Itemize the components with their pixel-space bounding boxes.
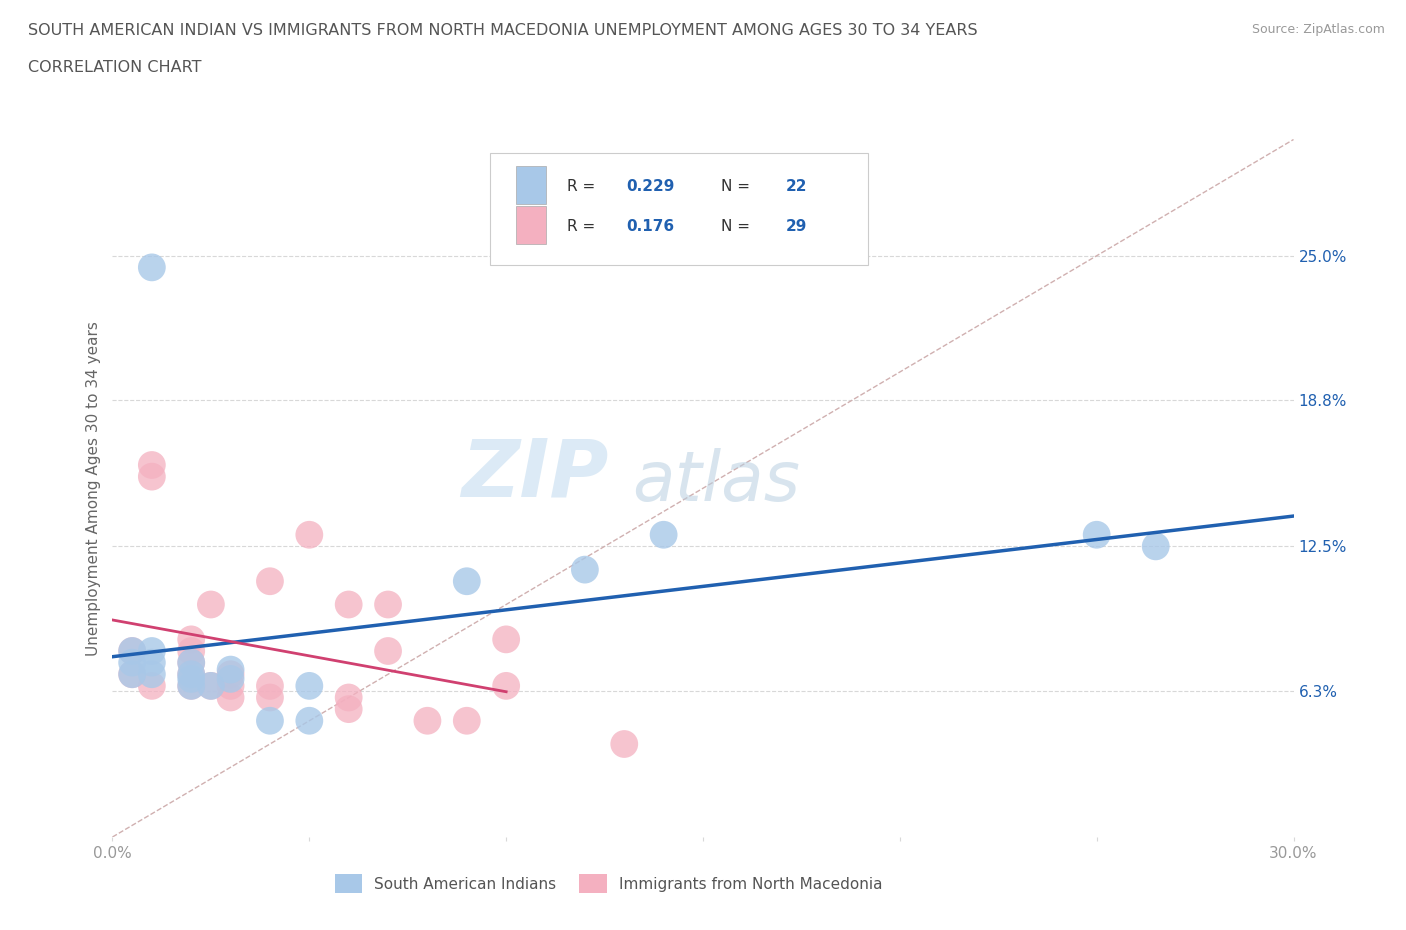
- Point: [219, 690, 242, 705]
- Point: [495, 632, 517, 647]
- Point: [141, 469, 163, 484]
- Point: [121, 655, 143, 670]
- Point: [141, 667, 163, 682]
- Point: [613, 737, 636, 751]
- Text: R =: R =: [567, 219, 595, 234]
- Text: R =: R =: [567, 179, 595, 194]
- Text: 0.176: 0.176: [626, 219, 675, 234]
- Point: [377, 597, 399, 612]
- Text: atlas: atlas: [633, 447, 800, 515]
- Point: [259, 574, 281, 589]
- Text: 0.229: 0.229: [626, 179, 675, 194]
- Point: [180, 671, 202, 686]
- FancyBboxPatch shape: [491, 153, 869, 265]
- Point: [141, 655, 163, 670]
- Point: [219, 671, 242, 686]
- Point: [259, 690, 281, 705]
- Point: [180, 679, 202, 694]
- Point: [121, 644, 143, 658]
- Point: [121, 644, 143, 658]
- Point: [200, 597, 222, 612]
- Point: [416, 713, 439, 728]
- FancyBboxPatch shape: [516, 166, 546, 205]
- Point: [200, 679, 222, 694]
- Text: CORRELATION CHART: CORRELATION CHART: [28, 60, 201, 75]
- Text: Source: ZipAtlas.com: Source: ZipAtlas.com: [1251, 23, 1385, 36]
- Point: [259, 679, 281, 694]
- Point: [456, 574, 478, 589]
- Point: [495, 679, 517, 694]
- Point: [377, 644, 399, 658]
- Point: [219, 679, 242, 694]
- Point: [1085, 527, 1108, 542]
- Text: 22: 22: [786, 179, 807, 194]
- Point: [180, 667, 202, 682]
- Point: [121, 667, 143, 682]
- Point: [141, 259, 163, 275]
- Point: [180, 655, 202, 670]
- Point: [652, 527, 675, 542]
- Point: [180, 655, 202, 670]
- Point: [219, 662, 242, 677]
- Point: [574, 562, 596, 577]
- Y-axis label: Unemployment Among Ages 30 to 34 years: Unemployment Among Ages 30 to 34 years: [86, 321, 101, 656]
- Text: N =: N =: [721, 219, 749, 234]
- Point: [337, 597, 360, 612]
- Point: [180, 632, 202, 647]
- Point: [337, 690, 360, 705]
- Point: [180, 667, 202, 682]
- Point: [298, 713, 321, 728]
- Point: [141, 679, 163, 694]
- FancyBboxPatch shape: [516, 206, 546, 245]
- Point: [219, 667, 242, 682]
- Point: [200, 679, 222, 694]
- Point: [1144, 539, 1167, 554]
- Text: 29: 29: [786, 219, 807, 234]
- Point: [298, 527, 321, 542]
- Point: [456, 713, 478, 728]
- Text: SOUTH AMERICAN INDIAN VS IMMIGRANTS FROM NORTH MACEDONIA UNEMPLOYMENT AMONG AGES: SOUTH AMERICAN INDIAN VS IMMIGRANTS FROM…: [28, 23, 977, 38]
- Point: [141, 458, 163, 472]
- Point: [141, 644, 163, 658]
- Point: [121, 667, 143, 682]
- Point: [337, 701, 360, 716]
- Legend: South American Indians, Immigrants from North Macedonia: South American Indians, Immigrants from …: [329, 869, 889, 899]
- Point: [180, 679, 202, 694]
- Point: [298, 679, 321, 694]
- Text: N =: N =: [721, 179, 749, 194]
- Point: [259, 713, 281, 728]
- Point: [180, 644, 202, 658]
- Text: ZIP: ZIP: [461, 435, 609, 513]
